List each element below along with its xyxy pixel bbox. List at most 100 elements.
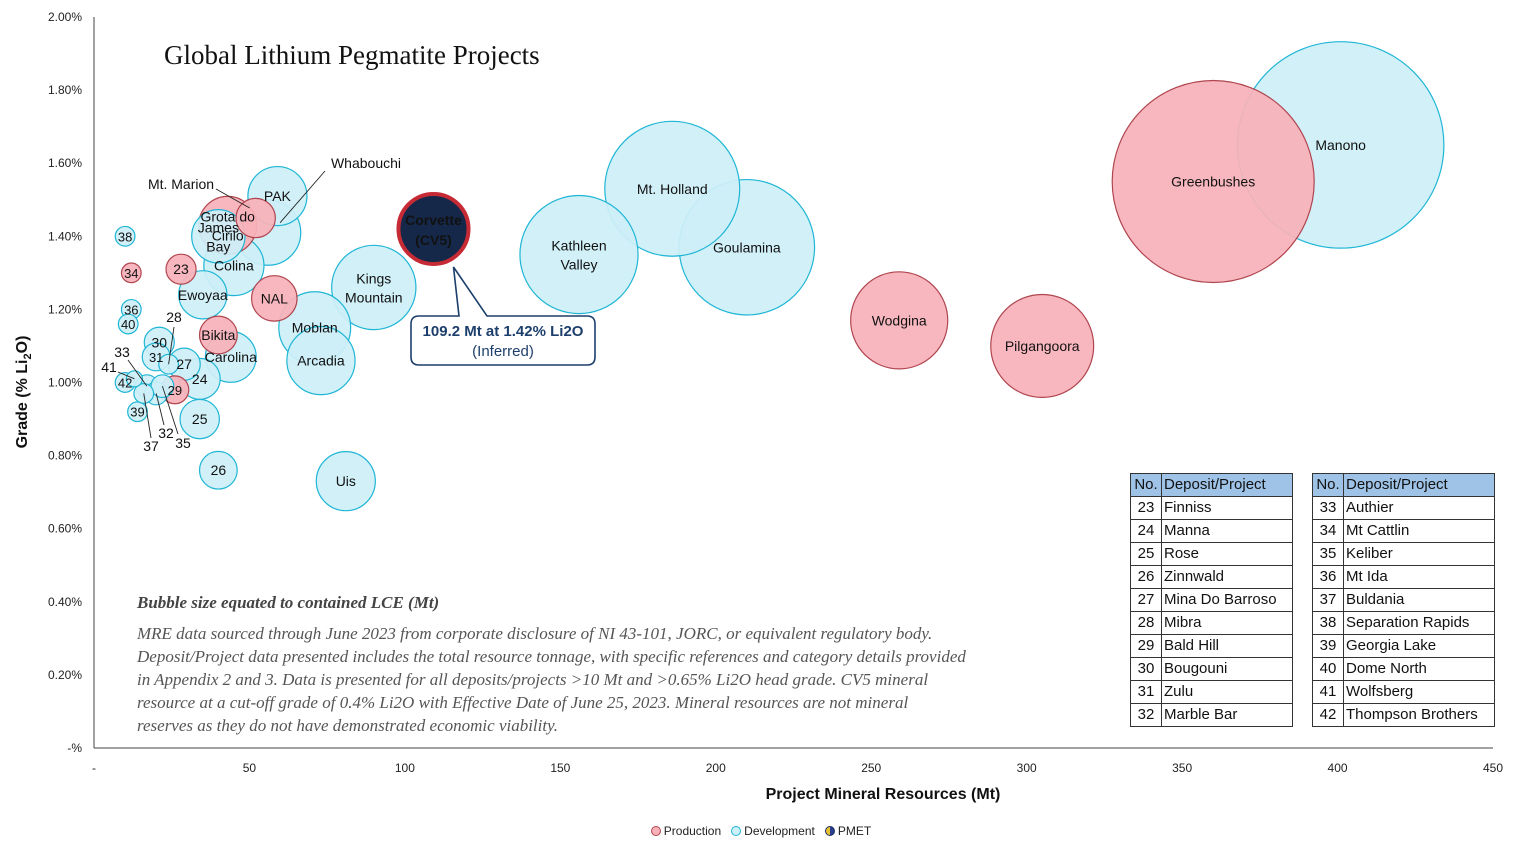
y-tick-label: 1.60%: [48, 156, 82, 170]
x-tick-label: 450: [1483, 761, 1503, 775]
leader-line: [168, 326, 175, 365]
bubble-39: [127, 401, 148, 423]
x-tick-label: 400: [1328, 761, 1348, 775]
row-deposit-name: Wolfsberg: [1343, 680, 1495, 704]
y-tick-label: 2.00%: [48, 10, 82, 24]
table-row: 26 Zinnwald: [1130, 565, 1293, 589]
legend-marker-icon: [824, 826, 835, 836]
x-tick-label: 100: [395, 761, 415, 775]
note-line: MRE data sourced through June 2023 from …: [136, 624, 932, 643]
bubble-labels: Manono Greenbushes Goulamina Mt. Holland Kat…: [118, 137, 1366, 489]
row-number: 39: [1312, 634, 1344, 658]
bubble-26: [198, 450, 238, 490]
table-row: 34 Mt Cattlin: [1312, 519, 1495, 543]
row-deposit-name: Authier: [1343, 496, 1495, 520]
bubble-kathleen-valley: [519, 194, 639, 315]
legend-item-production: Production: [650, 824, 722, 838]
bubble-label: (CV5): [415, 232, 452, 248]
row-deposit-name: Thompson Brothers: [1343, 703, 1495, 727]
row-number: 38: [1312, 611, 1344, 635]
table-row: 29 Bald Hill: [1130, 634, 1293, 658]
row-number: 30: [1130, 657, 1162, 681]
note-line: in Appendix 2 and 3. Data is presented f…: [137, 670, 928, 689]
bubble-label: 30: [151, 334, 167, 350]
legend-marker-icon: [731, 826, 742, 836]
row-number: 31: [1130, 680, 1162, 704]
chart-title: Global Lithium Pegmatite Projects: [164, 40, 540, 70]
x-tick-label: 300: [1017, 761, 1037, 775]
table-row: 24 Manna: [1130, 519, 1293, 543]
note-line: Deposit/Project data presented includes …: [136, 647, 966, 666]
row-deposit-name: Buldania: [1343, 588, 1495, 612]
row-number: 26: [1130, 565, 1162, 589]
bubble-label: Bay: [206, 238, 230, 254]
row-deposit-name: Mibra: [1161, 611, 1293, 635]
bubble-label: Uis: [336, 473, 356, 489]
table-header-no: No.: [1130, 473, 1162, 497]
bubble-label: Colina: [214, 258, 254, 274]
row-deposit-name: Finniss: [1161, 496, 1293, 520]
bubble-label-external: Whabouchi: [331, 155, 401, 171]
bubble-label: 25: [192, 411, 208, 427]
leader-line: [117, 371, 135, 380]
bubble-40: [117, 313, 139, 335]
table-row: 40 Dome North: [1312, 657, 1495, 681]
x-tick-label: 350: [1172, 761, 1192, 775]
deposit-table-left: No. Deposit/Project 23 Finniss 24 Manna 25 Ro…: [1130, 473, 1293, 727]
row-number: 33: [1312, 496, 1344, 520]
bubble-bikita: [198, 315, 238, 355]
chart-legend: Production Development PMET: [0, 824, 1522, 838]
legend-marker-icon: [650, 826, 661, 836]
legend-label: Production: [663, 824, 722, 838]
y-tick-label: 1.20%: [48, 302, 82, 316]
bubble-label: Grota do: [200, 208, 255, 224]
row-deposit-name: Bougouni: [1161, 657, 1293, 681]
callout-box: [410, 266, 596, 366]
bubble-nal: [250, 275, 298, 322]
row-deposit-name: Georgia Lake: [1343, 634, 1495, 658]
bubble-label: PAK: [264, 188, 292, 204]
bubble-label-external: 37: [143, 438, 159, 454]
row-number: 28: [1130, 611, 1162, 635]
bubble-label: 38: [118, 229, 132, 244]
bubble-label: 26: [211, 462, 227, 478]
y-tick-label: -%: [67, 741, 82, 755]
leader-line: [161, 386, 179, 435]
row-deposit-name: Mina Do Barroso: [1161, 588, 1293, 612]
bubble-label: Arcadia: [297, 353, 345, 369]
source-notes: MRE data sourced through June 2023 from …: [136, 624, 966, 735]
row-deposit-name: Keliber: [1343, 542, 1495, 566]
deposit-table-right: No. Deposit/Project 33 Authier 34 Mt Cattli…: [1312, 473, 1495, 727]
row-number: 34: [1312, 519, 1344, 543]
table-row: 32 Marble Bar: [1130, 703, 1293, 727]
x-tick-label: 50: [243, 761, 257, 775]
bubbles: [114, 41, 1445, 512]
bubble-greenbushes: [1111, 79, 1315, 284]
bubble-label: 40: [121, 317, 135, 332]
legend-label: PMET: [837, 824, 872, 838]
bubble-mt-marion: [235, 197, 276, 239]
bubble-label: Corvette: [405, 212, 462, 228]
bubble-label: Moblan: [292, 320, 338, 336]
table-row: 36 Mt Ida: [1312, 565, 1495, 589]
table-row: 27 Mina Do Barroso: [1130, 588, 1293, 612]
leader-line: [143, 393, 152, 439]
row-number: 24: [1130, 519, 1162, 543]
x-tick-label: 200: [706, 761, 726, 775]
bubble-label-external: 32: [158, 425, 174, 441]
row-number: 29: [1130, 634, 1162, 658]
bubble-label: Wodgina: [872, 312, 927, 328]
table-row: 38 Separation Rapids: [1312, 611, 1495, 635]
bubble-label-external: 41: [101, 359, 117, 375]
row-deposit-name: Bald Hill: [1161, 634, 1293, 658]
bubble-25: [179, 398, 220, 440]
row-deposit-name: Rose: [1161, 542, 1293, 566]
y-axis-title: Grade (% Li2O): [14, 336, 34, 449]
bubble-label-external: 35: [175, 435, 191, 451]
row-number: 32: [1130, 703, 1162, 727]
note-line: resource at a cut-off grade of 0.4% Li2O…: [137, 693, 908, 712]
table-row: 23 Finniss: [1130, 496, 1293, 520]
row-number: 25: [1130, 542, 1162, 566]
bubble-mt-holland: [604, 120, 741, 257]
